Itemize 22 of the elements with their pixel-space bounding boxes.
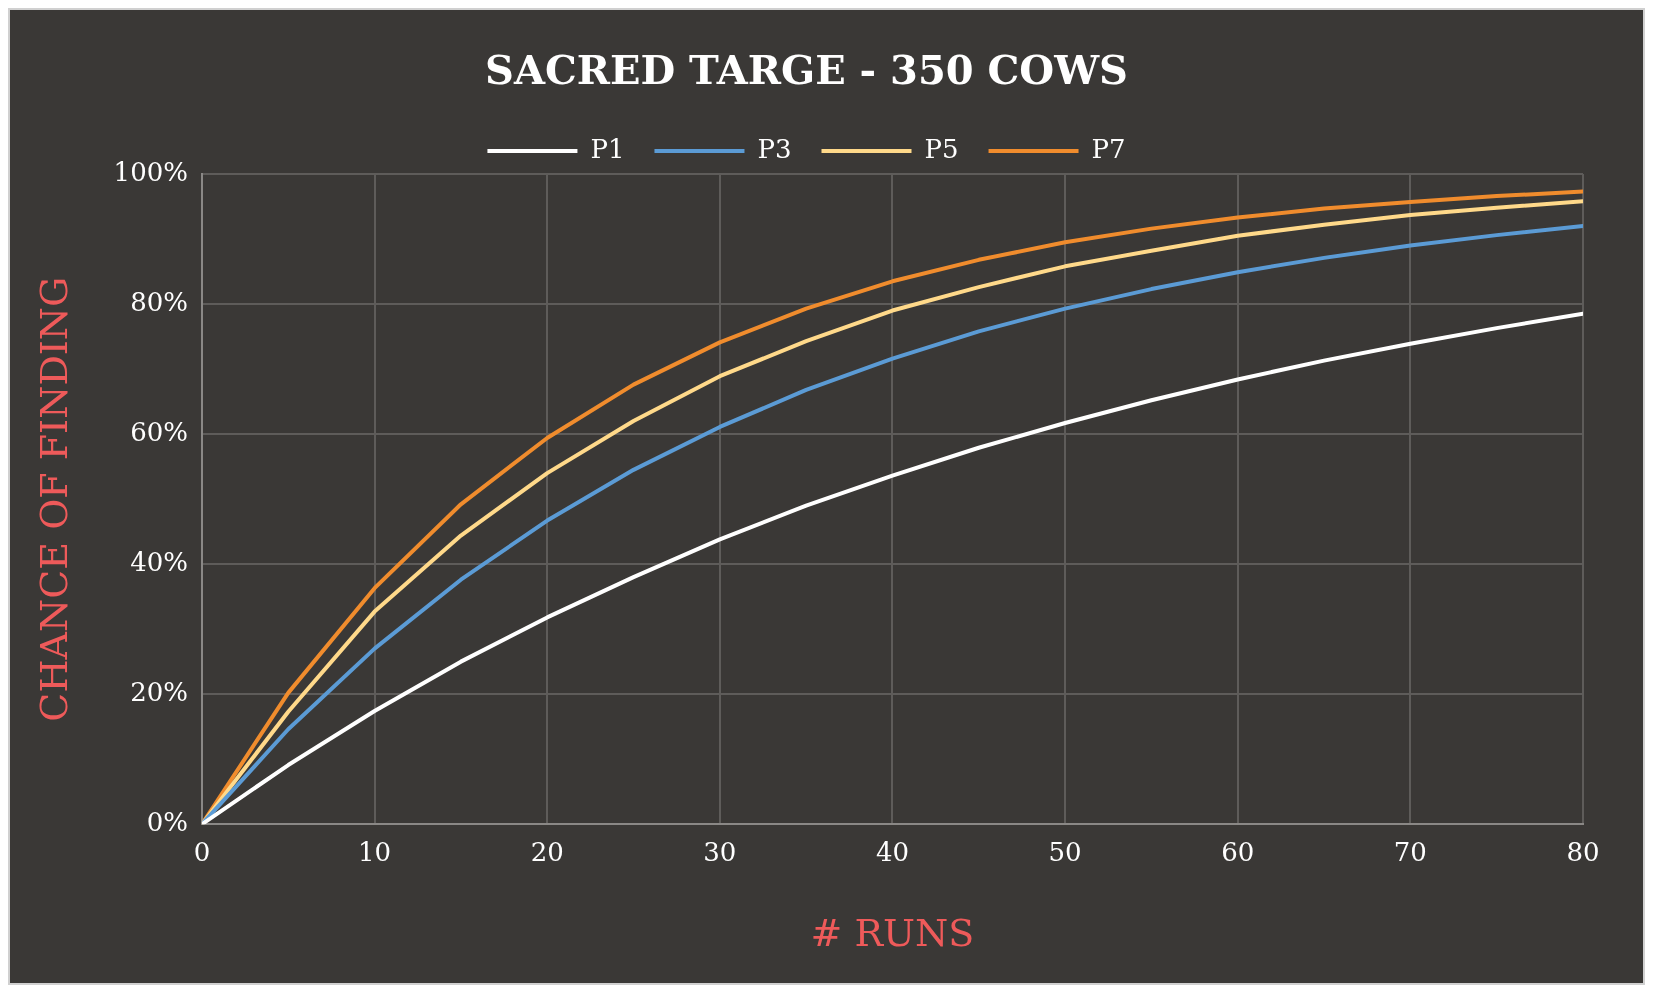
legend-label: P5 — [924, 133, 959, 164]
legend-label: P7 — [1091, 133, 1126, 164]
y-axis-title: CHANCE OF FINDING — [31, 276, 76, 722]
x-tick-label: 30 — [703, 836, 737, 867]
y-tick-label: 60% — [130, 416, 188, 447]
x-tick-label: 40 — [875, 836, 910, 867]
x-tick-label: 20 — [530, 836, 564, 867]
chart-title: SACRED TARGE - 350 COWS — [485, 46, 1128, 94]
x-tick-label: 0 — [193, 836, 211, 867]
x-tick-label: 80 — [1566, 836, 1600, 867]
x-tick-label: 50 — [1048, 836, 1082, 867]
y-tick-label: 0% — [146, 806, 188, 837]
legend-label: P3 — [757, 133, 792, 164]
y-tick-label: 20% — [130, 676, 188, 707]
x-tick-label: 70 — [1393, 836, 1427, 867]
y-tick-label: 40% — [130, 546, 188, 577]
x-tick-label: 10 — [358, 836, 392, 867]
y-tick-label: 80% — [130, 286, 188, 317]
y-tick-label: 100% — [113, 156, 188, 187]
x-tick-label: 60 — [1221, 836, 1255, 867]
x-axis-title: # RUNS — [810, 911, 975, 956]
legend-label: P1 — [590, 133, 625, 164]
